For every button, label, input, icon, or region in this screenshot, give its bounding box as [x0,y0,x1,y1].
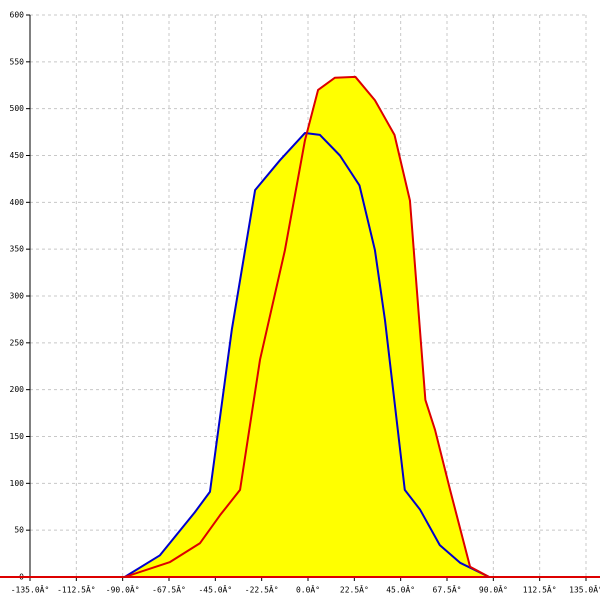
y-tick-label: 400 [10,198,25,207]
x-tick-label: 90.0Â° [479,584,508,595]
y-tick-label: 450 [10,151,25,160]
y-tick-label: 250 [10,338,25,347]
area-fill [124,76,490,577]
y-tick-label: 600 [10,11,25,20]
x-tick-label: 135.0Â° [569,584,600,595]
y-tick-label: 300 [10,292,25,301]
x-tick-label: 67.5Â° [433,584,462,595]
x-tick-label: -135.0Â° [11,584,50,595]
x-tick-label: 112.5Â° [523,584,557,595]
y-tick-label: 200 [10,385,25,394]
x-tick-label: 22.5Â° [340,584,369,595]
y-tick-label: 500 [10,104,25,113]
x-tick-label: -90.0Â° [106,584,140,595]
x-tick-label: -112.5Â° [57,584,96,595]
y-tick-label: 350 [10,245,25,254]
x-tick-label: -22.5Â° [245,584,279,595]
x-tick-label: -67.5Â° [152,584,186,595]
y-tick-label: 150 [10,432,25,441]
x-tick-label: 45.0Â° [386,584,415,595]
y-tick-label: 550 [10,57,25,66]
y-tick-label: 50 [14,526,24,535]
x-tick-label: 0.0Â° [296,584,320,595]
area-line [124,132,490,578]
y-tick-label: 100 [10,479,25,488]
x-tick-label: -45.0Â° [198,584,232,595]
area-line [124,75,490,578]
